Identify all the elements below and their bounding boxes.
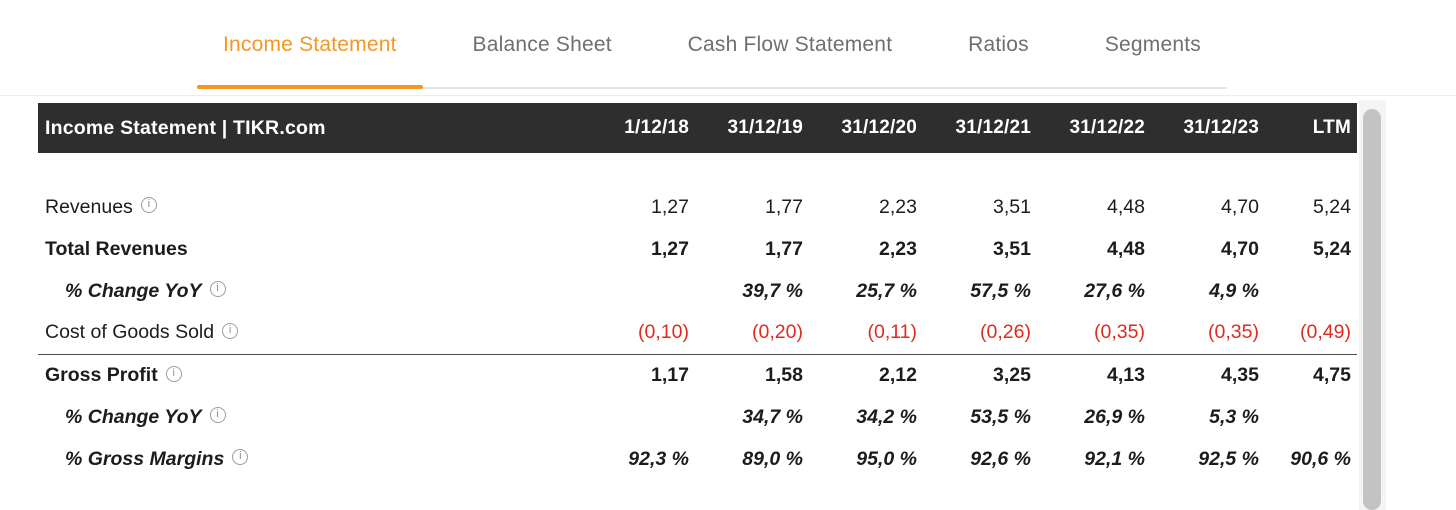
statement-tab-bar: Income Statement Balance Sheet Cash Flow…	[197, 10, 1227, 89]
row-label: Revenues	[45, 195, 133, 218]
cell-value: 1,58	[690, 353, 804, 396]
cell-value: 27,6 %	[1084, 279, 1145, 302]
column-header: 31/12/22	[1032, 103, 1146, 153]
cell-value: 92,6 %	[970, 447, 1031, 470]
tab-ratios[interactable]: Ratios	[968, 33, 1029, 56]
row-label: Cost of Goods Sold	[45, 321, 215, 344]
cell-value: 4,75	[1260, 353, 1357, 396]
cell-value	[576, 396, 690, 438]
row-label: Gross Profit	[45, 363, 158, 386]
column-header: 31/12/23	[1146, 103, 1260, 153]
row-label: % Gross Margins	[65, 447, 225, 470]
cell-value: 1,27	[651, 195, 689, 218]
column-header-ltm: LTM	[1260, 103, 1357, 153]
cell-value: 92,3 %	[628, 447, 689, 470]
tab-balance-sheet[interactable]: Balance Sheet	[472, 33, 612, 56]
table-row-revenues: Revenues i 1,27 1,77 2,23 3,51 4,48 4,70 …	[38, 186, 1357, 228]
cell-value: (0,10)	[638, 321, 689, 344]
column-header: 1/12/18	[576, 103, 690, 153]
cell-value: (0,35)	[1208, 321, 1259, 344]
table-row-gross-margins: % Gross Margins i 92,3 % 89,0 % 95,0 % 92…	[38, 438, 1357, 480]
column-header: 31/12/19	[690, 103, 804, 153]
column-header: 31/12/20	[804, 103, 918, 153]
cell-value: 4,35	[1146, 353, 1260, 396]
tab-segments[interactable]: Segments	[1104, 33, 1201, 56]
cell-value: 25,7 %	[856, 279, 917, 302]
cell-value: 4,70	[1221, 237, 1259, 260]
cell-value: 92,5 %	[1198, 447, 1259, 470]
cell-value: 4,70	[1221, 195, 1259, 218]
cell-value: 2,23	[879, 237, 917, 260]
cell-value: (0,49)	[1300, 321, 1351, 344]
cell-value: 3,51	[993, 195, 1031, 218]
table-title: Income Statement | TIKR.com	[38, 103, 576, 153]
row-label: % Change YoY	[65, 405, 202, 428]
cell-value: 95,0 %	[856, 447, 917, 470]
cell-value: (0,26)	[980, 321, 1031, 344]
table-row-revenue-change-yoy: % Change YoY i 39,7 % 25,7 % 57,5 % 27,6 …	[38, 270, 1357, 312]
cell-value: 1,77	[765, 195, 803, 218]
table-header-row: Income Statement | TIKR.com 1/12/18 31/1…	[38, 103, 1357, 153]
vertical-scrollbar-thumb[interactable]	[1363, 109, 1381, 510]
spacer-row	[38, 153, 1357, 186]
cell-value: 1,17	[576, 353, 690, 396]
cell-value: 3,25	[918, 353, 1032, 396]
column-header: 31/12/21	[918, 103, 1032, 153]
cell-value: 2,12	[804, 353, 918, 396]
cell-value: 1,77	[765, 237, 803, 260]
info-icon[interactable]: i	[140, 197, 157, 214]
cell-value: 34,2 %	[856, 405, 917, 428]
cell-value: (0,35)	[1094, 321, 1145, 344]
tab-income-statement[interactable]: Income Statement	[197, 10, 423, 89]
info-icon[interactable]: i	[209, 407, 226, 424]
table-row-total-revenues: Total Revenues 1,27 1,77 2,23 3,51 4,48 …	[38, 228, 1357, 270]
cell-value: 4,48	[1107, 195, 1145, 218]
cell-value: 4,48	[1107, 237, 1145, 260]
row-label: Total Revenues	[45, 237, 188, 260]
cell-value: 39,7 %	[742, 279, 803, 302]
info-icon[interactable]: i	[165, 365, 182, 382]
cell-value: 3,51	[993, 237, 1031, 260]
cell-value: 5,24	[1313, 237, 1351, 260]
info-icon[interactable]: i	[232, 449, 249, 466]
table-row-gross-profit: Gross Profit i 1,17 1,58 2,12 3,25 4,13 4…	[38, 353, 1357, 396]
cell-value: 2,23	[879, 195, 917, 218]
row-label: % Change YoY	[65, 279, 202, 302]
cell-value	[1260, 396, 1357, 438]
panel-divider	[0, 95, 1456, 96]
cell-value: 53,5 %	[970, 405, 1031, 428]
cell-value: 90,6 %	[1290, 447, 1351, 470]
cell-value: 89,0 %	[742, 447, 803, 470]
cell-value: 4,13	[1032, 353, 1146, 396]
cell-value: 92,1 %	[1084, 447, 1145, 470]
table-row-cost-of-goods-sold: Cost of Goods Sold i (0,10) (0,20) (0,11)…	[38, 312, 1357, 354]
cell-value: (0,11)	[867, 321, 918, 344]
cell-value	[1260, 270, 1357, 312]
table-row-gross-profit-change-yoy: % Change YoY i 34,7 % 34,2 % 53,5 % 26,9 …	[38, 396, 1357, 438]
vertical-scrollbar-track[interactable]	[1359, 100, 1386, 510]
info-icon[interactable]: i	[209, 281, 226, 298]
cell-value: 57,5 %	[970, 279, 1031, 302]
cell-value: 26,9 %	[1084, 405, 1145, 428]
tab-cash-flow-statement[interactable]: Cash Flow Statement	[687, 33, 893, 56]
cell-value: (0,20)	[752, 321, 803, 344]
cell-value: 5,24	[1313, 195, 1351, 218]
cell-value: 5,3 %	[1209, 405, 1259, 428]
cell-value	[576, 270, 690, 312]
income-statement-table: Income Statement | TIKR.com 1/12/18 31/1…	[38, 103, 1357, 480]
cell-value: 34,7 %	[742, 405, 803, 428]
info-icon[interactable]: i	[222, 323, 239, 340]
cell-value: 1,27	[651, 237, 689, 260]
cell-value: 4,9 %	[1209, 279, 1259, 302]
